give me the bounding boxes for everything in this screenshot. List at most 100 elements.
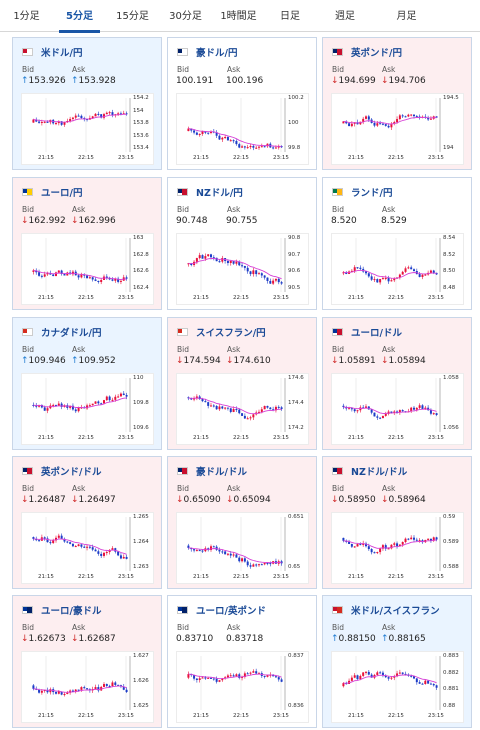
x-tick-label: 22:15 — [233, 155, 249, 161]
pair-name[interactable]: NZドル/ドル — [351, 467, 408, 478]
bid-label: Bid — [22, 205, 34, 214]
country-flag-icon — [332, 606, 343, 614]
pair-name[interactable]: カナダドル/円 — [41, 328, 102, 339]
y-tick-label: 1.626 — [133, 678, 149, 684]
y-tick-label: 154.2 — [133, 95, 149, 101]
pair-name[interactable]: ユーロ/ドル — [351, 328, 402, 339]
price-chart[interactable]: 0.59 0.589 0.588 21:15 22:15 23:15 — [331, 512, 464, 584]
price-chart[interactable]: 1.265 1.264 1.263 21:15 22:15 23:15 — [21, 512, 154, 584]
x-tick-label: 22:15 — [233, 713, 249, 719]
bid-value: ↓162.992 — [21, 216, 66, 226]
y-tick-label: 163 — [133, 235, 144, 241]
pair-name[interactable]: 英ポンド/円 — [351, 48, 402, 59]
trend-arrow-icon: ↑ — [71, 356, 79, 366]
x-tick-label: 22:15 — [388, 435, 404, 441]
pair-name[interactable]: 豪ドル/ドル — [196, 467, 247, 478]
pair-name[interactable]: スイスフラン/円 — [196, 328, 266, 339]
currency-card[interactable]: ユーロ/円 Bid Ask ↓162.992 ↓162.996 163 162.8 162.6… — [12, 177, 162, 310]
country-flag-icon — [332, 48, 343, 56]
ask-value: ↑109.952 — [71, 356, 116, 366]
currency-card[interactable]: ランド/円 Bid Ask 8.520 8.529 8.54 8.52 8.50 8.48 21:… — [322, 177, 472, 310]
y-tick-label: 0.589 — [443, 539, 459, 545]
x-tick-label: 21:15 — [348, 155, 364, 161]
currency-card[interactable]: 米ドル/スイスフラン Bid Ask ↑0.88150 ↑0.88165 0.883 0.8… — [322, 595, 472, 728]
pair-name[interactable]: ランド/円 — [351, 188, 393, 199]
bid-label: Bid — [22, 623, 34, 632]
trend-arrow-icon: ↓ — [21, 216, 29, 226]
ask-label: Ask — [72, 623, 86, 632]
country-flag-icon — [332, 328, 343, 336]
currency-card[interactable]: スイスフラン/円 Bid Ask ↓174.594 ↓174.610 174.6 174.4… — [167, 317, 317, 450]
candlestick-plot — [187, 656, 286, 710]
price-chart[interactable]: 0.883 0.882 0.881 0.88 21:15 22:15 23:15 — [331, 651, 464, 723]
x-tick-label: 23:15 — [273, 574, 289, 580]
pair-name[interactable]: 英ポンド/ドル — [41, 467, 102, 478]
x-tick-label: 22:15 — [388, 295, 404, 301]
ask-value: ↓1.26497 — [71, 495, 116, 505]
y-tick-label: 0.651 — [288, 514, 304, 520]
tab-daily[interactable]: 日足 — [280, 11, 300, 22]
price-chart[interactable]: 8.54 8.52 8.50 8.48 21:15 22:15 23:15 — [331, 233, 464, 305]
pair-name[interactable]: 豪ドル/円 — [196, 48, 238, 59]
x-tick-label: 23:15 — [118, 295, 134, 301]
tab-1hour[interactable]: 1時間足 — [220, 11, 257, 22]
price-chart[interactable]: 174.6 174.4 174.2 21:15 22:15 23:15 — [176, 373, 309, 445]
pair-name[interactable]: 米ドル/スイスフラン — [351, 606, 440, 617]
ask-value: 90.755 — [226, 216, 258, 226]
currency-card[interactable]: ユーロ/ドル Bid Ask ↓1.05891 ↓1.05894 1.058 1.056 21… — [322, 317, 472, 450]
pair-name[interactable]: ユーロ/円 — [41, 188, 83, 199]
y-tick-label: 1.264 — [133, 539, 149, 545]
y-tick-label: 100 — [288, 120, 299, 126]
y-tick-label: 90.7 — [288, 251, 301, 258]
y-tick-label: 99.8 — [288, 145, 301, 151]
currency-card[interactable]: 米ドル/円 Bid Ask ↑153.926 ↑153.928 154.2 154 153.8… — [12, 37, 162, 170]
currency-card[interactable]: カナダドル/円 Bid Ask ↑109.946 ↑109.952 110 109.8 109… — [12, 317, 162, 450]
bid-value: ↓1.05891 — [331, 356, 376, 366]
pair-name[interactable]: ユーロ/英ポンド — [196, 606, 266, 617]
pair-header: ユーロ/円 — [22, 186, 83, 199]
currency-card[interactable]: 英ポンド/円 Bid Ask ↓194.699 ↓194.706 194.5 194 21:1… — [322, 37, 472, 170]
pair-name[interactable]: 米ドル/円 — [41, 48, 83, 59]
price-chart[interactable]: 0.651 0.65 21:15 22:15 23:15 — [176, 512, 309, 584]
pair-header: NZドル/円 — [177, 186, 243, 199]
currency-card[interactable]: 英ポンド/ドル Bid Ask ↓1.26487 ↓1.26497 1.265 1.264 1… — [12, 456, 162, 589]
bid-value: 8.520 — [331, 216, 357, 226]
pair-name[interactable]: ユーロ/豪ドル — [41, 606, 102, 617]
currency-card[interactable]: 豪ドル/円 Bid Ask 100.191 100.196 100.2 100 99.8 21:… — [167, 37, 317, 170]
y-tick-label: 0.59 — [443, 514, 456, 520]
tab-1min[interactable]: 1分足 — [13, 11, 40, 22]
currency-card[interactable]: NZドル/円 Bid Ask 90.748 90.755 90.8 90.7 90.6 90.5… — [167, 177, 317, 310]
trend-arrow-icon: ↓ — [381, 76, 389, 86]
x-tick-label: 21:15 — [38, 295, 54, 301]
y-tick-label: 100.2 — [288, 95, 304, 101]
currency-card[interactable]: 豪ドル/ドル Bid Ask ↓0.65090 ↓0.65094 0.651 0.65 21:… — [167, 456, 317, 589]
currency-card[interactable]: ユーロ/英ポンド Bid Ask 0.83710 0.83718 0.837 0.836 21… — [167, 595, 317, 728]
tab-weekly[interactable]: 週足 — [335, 11, 355, 22]
price-chart[interactable]: 154.2 154 153.8 153.6 153.4 21:15 22:15 23:15 — [21, 93, 154, 165]
y-tick-label: 109.6 — [133, 425, 149, 431]
currency-card[interactable]: NZドル/ドル Bid Ask ↓0.58950 ↓0.58964 0.59 0.589 0.… — [322, 456, 472, 589]
pair-header: スイスフラン/円 — [177, 326, 266, 339]
tab-15min[interactable]: 15分足 — [116, 11, 149, 22]
price-chart[interactable]: 194.5 194 21:15 22:15 23:15 — [331, 93, 464, 165]
x-tick-label: 23:15 — [273, 295, 289, 301]
bid-value: 100.191 — [176, 76, 214, 86]
tab-30min[interactable]: 30分足 — [169, 11, 202, 22]
price-chart[interactable]: 100.2 100 99.8 21:15 22:15 23:15 — [176, 93, 309, 165]
price-chart[interactable]: 110 109.8 109.6 21:15 22:15 23:15 — [21, 373, 154, 445]
country-flag-icon — [22, 48, 33, 56]
price-chart[interactable]: 163 162.8 162.6 162.4 21:15 22:15 23:15 — [21, 233, 154, 305]
pair-header: ユーロ/ドル — [332, 326, 402, 339]
trend-arrow-icon: ↓ — [71, 495, 79, 505]
price-chart[interactable]: 1.058 1.056 21:15 22:15 23:15 — [331, 373, 464, 445]
tab-monthly[interactable]: 月足 — [396, 11, 417, 22]
price-chart[interactable]: 90.8 90.7 90.6 90.5 21:15 22:15 23:15 — [176, 233, 309, 305]
x-tick-label: 22:15 — [78, 574, 94, 580]
price-chart[interactable]: 0.837 0.836 21:15 22:15 23:15 — [176, 651, 309, 723]
price-chart[interactable]: 1.627 1.626 1.625 21:15 22:15 23:15 — [21, 651, 154, 723]
x-tick-label: 23:15 — [118, 713, 134, 719]
bid-label: Bid — [177, 65, 189, 74]
currency-card[interactable]: ユーロ/豪ドル Bid Ask ↓1.62673 ↓1.62687 1.627 1.626 1… — [12, 595, 162, 728]
pair-name[interactable]: NZドル/円 — [196, 188, 243, 199]
tab-5min[interactable]: 5分足 — [53, 0, 106, 33]
